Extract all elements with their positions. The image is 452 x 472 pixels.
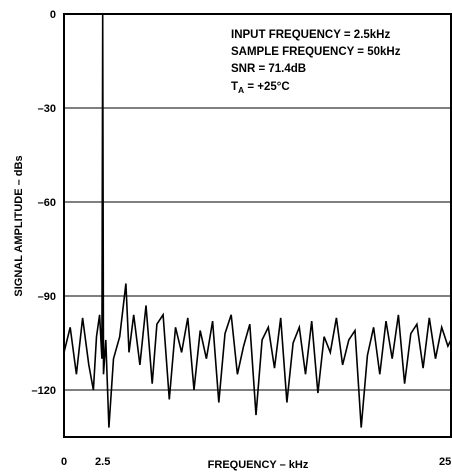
y-axis-title: SIGNAL AMPLITUDE – dBs — [13, 155, 25, 296]
series-line-0 — [63, 13, 452, 428]
x-tick-label-2: 25 — [439, 456, 451, 468]
spectrum-series — [63, 13, 452, 428]
y-tick-label-4: –120 — [32, 385, 56, 397]
annotation-temperature: TA = +25°C — [231, 81, 290, 95]
x-tick-label-1: 2.5 — [95, 456, 110, 468]
tick-labels: 0 –30 –60 –90 –120 0 2.5 25 — [32, 9, 452, 468]
plot-frame — [63, 13, 452, 438]
annotation-ta-subscript: A — [238, 85, 244, 95]
y-tick-label-2: –60 — [38, 197, 56, 209]
x-tick-label-0: 0 — [61, 456, 67, 468]
annotation-input-frequency: INPUT FREQUENCY = 2.5kHz — [231, 29, 390, 41]
x-axis-title: FREQUENCY – kHz — [208, 459, 309, 471]
annotation-ta-symbol: T — [231, 81, 238, 93]
y-tick-label-1: –30 — [38, 103, 56, 115]
annotation-ta-value: = +25°C — [244, 81, 290, 93]
annotation-sample-frequency: SAMPLE FREQUENCY = 50kHz — [231, 46, 401, 58]
y-tick-label-3: –90 — [38, 291, 56, 303]
annotation-snr: SNR = 71.4dB — [231, 63, 306, 75]
y-tick-label-0: 0 — [50, 9, 56, 21]
annotation-block: INPUT FREQUENCY = 2.5kHz SAMPLE FREQUENC… — [231, 29, 401, 95]
